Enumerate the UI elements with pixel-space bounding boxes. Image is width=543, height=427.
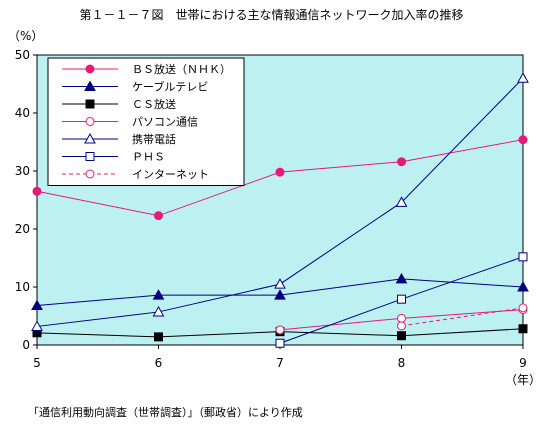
data-point — [274, 289, 286, 300]
data-point — [397, 313, 406, 323]
x-axis: 5 6 7 8 9 — [33, 345, 527, 370]
legend-marker — [85, 117, 95, 126]
x-tick-label: 6 — [155, 356, 163, 370]
data-point — [397, 157, 406, 167]
data-point — [154, 332, 163, 342]
chart-title: 第１－１－７図 世帯における主な情報通信ネットワーク加入率の推移 — [79, 8, 464, 22]
y-axis-label: （%） — [8, 29, 43, 43]
y-tick-label: 30 — [15, 164, 30, 178]
data-point — [397, 331, 406, 341]
legend-label: ケーブルテレビ — [132, 80, 208, 94]
data-point — [154, 211, 163, 221]
data-point — [518, 252, 528, 262]
series-layer — [31, 72, 529, 348]
x-tick-label: 7 — [276, 356, 284, 370]
legend-label: パソコン通信 — [132, 116, 198, 129]
data-point — [31, 299, 43, 311]
x-tick-label: 5 — [33, 356, 41, 370]
legend-label: ＢＳ放送（ＮＨＫ） — [132, 62, 231, 76]
legend-label: ＰＨＳ — [132, 151, 165, 164]
legend-label: インターネット — [132, 168, 209, 181]
data-point — [518, 303, 528, 313]
data-point — [397, 294, 406, 304]
series-4 — [31, 72, 529, 331]
series-6 — [397, 303, 528, 331]
data-point — [275, 338, 285, 348]
x-tick-label: 8 — [398, 356, 406, 370]
y-tick-label: 0 — [22, 338, 30, 352]
legend-marker — [84, 80, 96, 91]
series-5 — [275, 252, 528, 348]
data-point — [397, 321, 406, 331]
x-tick-label: 9 — [519, 356, 527, 370]
y-tick-label: 50 — [15, 48, 30, 62]
data-point — [518, 135, 528, 145]
data-point — [395, 272, 408, 284]
data-point — [152, 289, 165, 300]
data-point — [395, 196, 408, 207]
legend-label: ＣＳ放送 — [132, 97, 176, 111]
source-note: 「通信利用動向調査（世帯調査）」（郵政省）により作成 — [28, 406, 303, 419]
legend-marker — [85, 152, 95, 161]
legend-marker — [84, 132, 96, 144]
legend-label: 携帯電話 — [132, 132, 176, 146]
data-point — [32, 186, 42, 196]
data-point — [518, 324, 528, 334]
series-0 — [32, 135, 528, 221]
legend-marker — [85, 169, 95, 179]
y-tick-label: 40 — [15, 106, 30, 120]
legend-marker — [85, 64, 95, 74]
series-1 — [31, 272, 529, 311]
y-axis: 0 10 20 30 40 50 — [15, 48, 37, 352]
data-point — [31, 320, 43, 331]
y-tick-label: 20 — [15, 222, 30, 236]
data-point — [274, 278, 286, 289]
data-point — [152, 305, 165, 317]
x-axis-label: （年） — [505, 373, 541, 387]
data-point — [275, 325, 285, 335]
data-point — [517, 280, 529, 292]
y-tick-label: 10 — [15, 280, 30, 294]
legend-marker — [85, 99, 95, 109]
data-point — [517, 72, 529, 83]
data-point — [275, 167, 285, 177]
